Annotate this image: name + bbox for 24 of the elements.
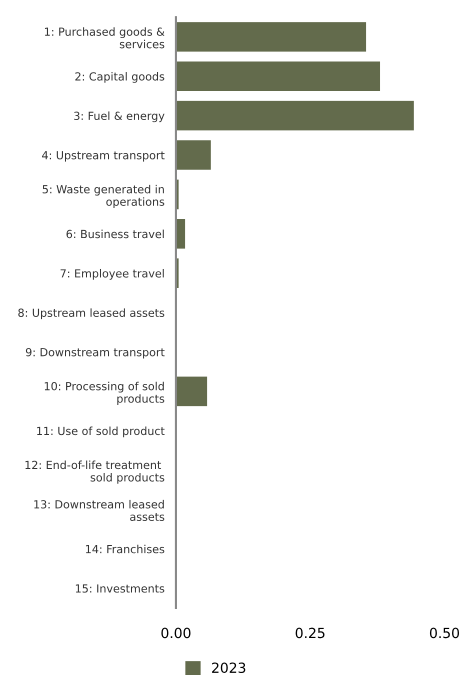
x-tick-label: 0.00 [161,628,190,638]
y-tick-label: 6: Business travel [66,230,164,238]
y-tick-label: 5: Waste generated in operations [42,184,164,208]
y-tick-label: 12: End-of-life treatment sold products [25,460,164,484]
y-tick-label: 10: Processing of sold products [44,382,164,405]
y-tick-label: 1: Purchased goods & services [44,27,164,48]
bar [176,22,366,52]
y-tick-label: 9: Downstream transport [26,348,165,359]
y-tick-label: 11: Use of sold product [37,426,165,438]
y-tick-label: 2: Capital goods [75,72,164,83]
x-tick-label: 0.25 [296,628,324,638]
y-tick-label: 8: Upstream leased assets [18,308,164,320]
bar [176,376,208,406]
y-tick-label: 15: Investments [76,584,164,593]
bar [176,140,211,170]
y-tick-label: 7: Employee travel [60,268,164,280]
y-tick-label: 13: Downstream leased assets [34,500,164,521]
y-tick-label: 14: Franchises [86,544,164,554]
x-tick-label: 0.50 [430,628,460,638]
y-tick-label: 4: Upstream transport [42,151,165,162]
legend-label: 2023 [212,662,246,674]
bar [176,100,414,130]
y-tick-label: 3: Fuel & energy [74,111,164,122]
bar [176,61,380,92]
